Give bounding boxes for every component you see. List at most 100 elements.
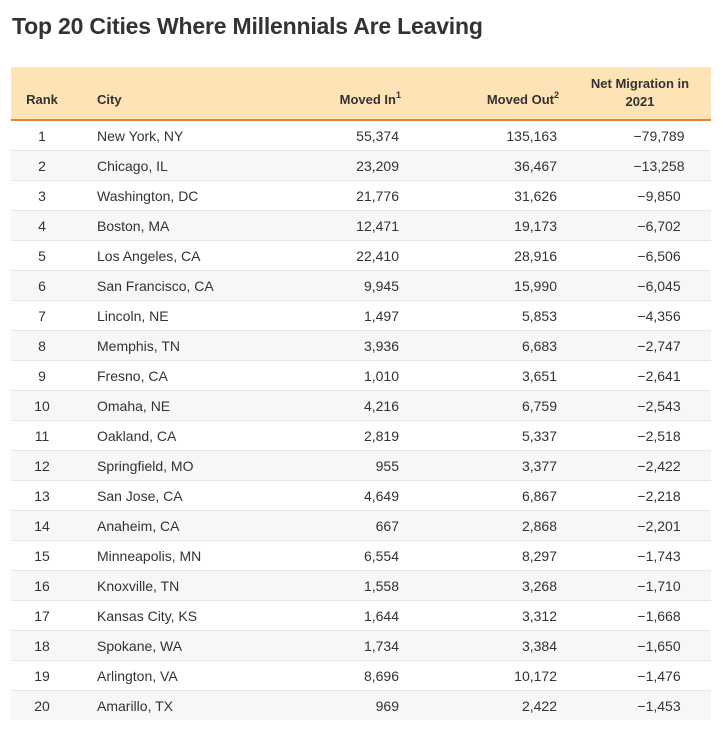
cell-city: Anaheim, CA [73, 510, 253, 541]
cell-city: Lincoln, NE [73, 300, 253, 331]
table-row: 9 Fresno, CA 1,010 3,651 −2,641 [11, 360, 711, 391]
cell-net-migration: −1,650 [569, 630, 711, 661]
cell-net-migration: −13,258 [569, 150, 711, 181]
table-header: Rank City Moved In1 Moved Out2 Net Migra… [11, 67, 711, 121]
cell-net-migration: −1,453 [569, 690, 711, 720]
cell-net-migration: −79,789 [569, 120, 711, 151]
cell-rank: 11 [11, 420, 73, 451]
header-moved-in-footnote: 1 [395, 89, 401, 100]
cell-net-migration: −6,702 [569, 210, 711, 241]
cell-rank: 14 [11, 510, 73, 541]
header-moved-out-footnote: 2 [553, 89, 559, 100]
header-net-migration: Net Migration in 2021 [569, 67, 711, 121]
cell-moved-in: 8,696 [253, 660, 411, 691]
migration-table: Rank City Moved In1 Moved Out2 Net Migra… [11, 67, 711, 720]
cell-moved-out: 6,759 [411, 390, 569, 421]
cell-rank: 1 [11, 120, 73, 151]
cell-net-migration: −2,543 [569, 390, 711, 421]
table-row: 18 Spokane, WA 1,734 3,384 −1,650 [11, 630, 711, 661]
cell-moved-out: 3,268 [411, 570, 569, 601]
cell-rank: 12 [11, 450, 73, 481]
table-row: 5 Los Angeles, CA 22,410 28,916 −6,506 [11, 240, 711, 271]
table-row: 7 Lincoln, NE 1,497 5,853 −4,356 [11, 300, 711, 331]
cell-rank: 7 [11, 300, 73, 331]
cell-net-migration: −1,710 [569, 570, 711, 601]
cell-net-migration: −4,356 [569, 300, 711, 331]
cell-city: Kansas City, KS [73, 600, 253, 631]
cell-moved-in: 3,936 [253, 330, 411, 361]
header-moved-out-wrap: Moved Out2 [411, 77, 559, 109]
cell-rank: 6 [11, 270, 73, 301]
header-city-label: City [97, 92, 122, 107]
cell-city: Omaha, NE [73, 390, 253, 421]
table-row: 13 San Jose, CA 4,649 6,867 −2,218 [11, 480, 711, 511]
cell-moved-in: 12,471 [253, 210, 411, 241]
cell-moved-out: 10,172 [411, 660, 569, 691]
cell-net-migration: −2,218 [569, 480, 711, 511]
cell-rank: 20 [11, 690, 73, 720]
cell-city: Spokane, WA [73, 630, 253, 661]
cell-moved-in: 1,010 [253, 360, 411, 391]
cell-moved-out: 15,990 [411, 270, 569, 301]
table-row: 6 San Francisco, CA 9,945 15,990 −6,045 [11, 270, 711, 301]
cell-city: Fresno, CA [73, 360, 253, 391]
table-row: 14 Anaheim, CA 667 2,868 −2,201 [11, 510, 711, 541]
cell-moved-in: 667 [253, 510, 411, 541]
header-moved-in-wrap: Moved In1 [253, 77, 401, 109]
header-rank: Rank [11, 67, 73, 121]
cell-moved-out: 5,337 [411, 420, 569, 451]
cell-net-migration: −1,476 [569, 660, 711, 691]
cell-moved-out: 31,626 [411, 180, 569, 211]
cell-city: Washington, DC [73, 180, 253, 211]
table-container: Rank City Moved In1 Moved Out2 Net Migra… [11, 67, 711, 720]
cell-moved-out: 19,173 [411, 210, 569, 241]
cell-moved-in: 23,209 [253, 150, 411, 181]
cell-moved-in: 6,554 [253, 540, 411, 571]
header-moved-out: Moved Out2 [411, 67, 569, 121]
header-rank-label: Rank [26, 92, 58, 107]
cell-rank: 15 [11, 540, 73, 571]
table-row: 17 Kansas City, KS 1,644 3,312 −1,668 [11, 600, 711, 631]
cell-moved-in: 22,410 [253, 240, 411, 271]
table-row: 12 Springfield, MO 955 3,377 −2,422 [11, 450, 711, 481]
header-row: Rank City Moved In1 Moved Out2 Net Migra… [11, 67, 711, 121]
cell-city: Oakland, CA [73, 420, 253, 451]
cell-net-migration: −9,850 [569, 180, 711, 211]
header-moved-in: Moved In1 [253, 67, 411, 121]
cell-moved-in: 1,558 [253, 570, 411, 601]
cell-moved-out: 2,422 [411, 690, 569, 720]
cell-city: Springfield, MO [73, 450, 253, 481]
cell-moved-in: 1,644 [253, 600, 411, 631]
cell-moved-out: 36,467 [411, 150, 569, 181]
cell-rank: 5 [11, 240, 73, 271]
cell-rank: 18 [11, 630, 73, 661]
table-body: 1 New York, NY 55,374 135,163 −79,789 2 Chicag… [11, 120, 711, 720]
cell-city: Chicago, IL [73, 150, 253, 181]
cell-moved-out: 3,377 [411, 450, 569, 481]
page-title: Top 20 Cities Where Millennials Are Leav… [12, 13, 483, 39]
cell-moved-in: 55,374 [253, 120, 411, 151]
cell-rank: 2 [11, 150, 73, 181]
cell-moved-out: 8,297 [411, 540, 569, 571]
cell-moved-in: 1,497 [253, 300, 411, 331]
cell-moved-in: 21,776 [253, 180, 411, 211]
cell-rank: 19 [11, 660, 73, 691]
cell-net-migration: −1,668 [569, 600, 711, 631]
cell-moved-out: 3,384 [411, 630, 569, 661]
cell-rank: 8 [11, 330, 73, 361]
cell-rank: 4 [11, 210, 73, 241]
header-moved-out-label: Moved Out [486, 92, 554, 107]
cell-city: Memphis, TN [73, 330, 253, 361]
cell-rank: 9 [11, 360, 73, 391]
cell-net-migration: −2,422 [569, 450, 711, 481]
cell-city: San Jose, CA [73, 480, 253, 511]
cell-moved-out: 3,651 [411, 360, 569, 391]
cell-net-migration: −2,641 [569, 360, 711, 391]
cell-moved-out: 6,867 [411, 480, 569, 511]
header-net-line2: 2021 [625, 94, 655, 109]
cell-city: New York, NY [73, 120, 253, 151]
table-row: 16 Knoxville, TN 1,558 3,268 −1,710 [11, 570, 711, 601]
cell-city: Los Angeles, CA [73, 240, 253, 271]
table-row: 19 Arlington, VA 8,696 10,172 −1,476 [11, 660, 711, 691]
table-row: 15 Minneapolis, MN 6,554 8,297 −1,743 [11, 540, 711, 571]
